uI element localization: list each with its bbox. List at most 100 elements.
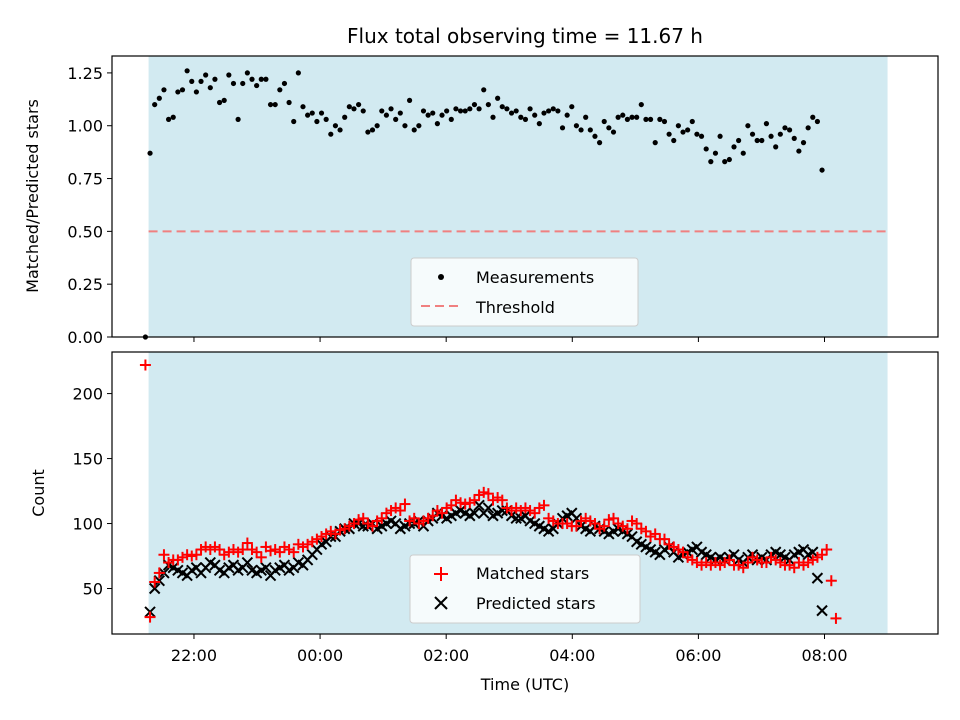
legend-measurements-marker [438,274,444,280]
measurement-point [787,127,793,133]
measurement-point [291,118,297,125]
measurement-point [281,80,288,87]
measurement-point [610,129,617,135]
measurement-point [768,133,774,139]
measurement-point [736,137,742,144]
measurement-point [346,104,352,110]
y-tick-label: 150 [72,450,103,469]
measurement-point [749,131,756,137]
measurement-point [495,95,501,101]
measurement-point [596,140,603,146]
measurement-point [754,137,760,144]
measurement-point [365,129,371,135]
measurement-point [351,106,357,112]
measurement-point [457,108,464,114]
measurement-point [425,112,431,118]
measurement-point [165,116,172,122]
measurement-point [643,116,649,122]
measurement-point [763,121,770,127]
measurement-point [481,87,487,93]
x-tick-label: 22:00 [171,646,217,665]
legend-matched-marker [434,567,448,581]
matched-point [153,567,165,579]
matched-point [830,612,842,624]
measurement-point [620,112,626,118]
measurement-point [583,114,589,120]
measurement-point [652,140,658,146]
x-tick-label: 02:00 [423,646,469,665]
measurement-point [300,104,306,110]
measurement-point [267,101,274,108]
y-tick-label: 100 [72,515,103,534]
measurement-point [745,123,751,129]
measurement-point [796,148,802,154]
measurement-point [508,110,515,116]
legend-measurements-label: Measurements [476,268,594,287]
measurement-point [759,137,765,144]
y-tick-label: 0.75 [67,170,103,189]
measurement-point [671,137,677,144]
legend-predicted-label: Predicted stars [476,594,596,613]
matched-point [621,523,633,535]
measurement-point [647,116,654,122]
top-plot-frame [111,55,939,338]
measurement-point [680,129,686,135]
measurement-point [393,116,399,122]
matched-point [598,520,610,532]
top-y-axis-label: Matched/Predicted stars [23,99,42,293]
measurement-point [318,110,325,116]
measurement-point [430,110,436,116]
matched-point [139,359,151,371]
measurement-point [406,97,413,103]
measurement-point [156,95,162,101]
measurement-point [624,116,630,122]
matched-point [288,546,300,558]
measurement-point [230,80,237,87]
measurement-point [462,108,468,114]
measurement-point [203,72,209,78]
measurement-point [184,68,190,74]
measurement-point [360,108,366,114]
measurement-point [244,70,250,76]
bottom-legend-box [409,554,641,624]
matched-point [241,537,253,549]
measurement-point [559,125,566,131]
predicted-point [153,575,166,587]
measurement-point [309,110,315,116]
measurement-point [277,87,283,93]
predicted-point [811,572,824,584]
measurement-point [226,72,232,78]
measurement-point [374,123,380,129]
measurement-point [541,110,547,116]
measurement-point [152,101,158,108]
top-legend-box [410,257,639,327]
measurement-point [198,78,204,84]
matched-point [825,575,837,587]
measurement-point [698,133,705,139]
measurement-point [235,116,241,122]
measurement-point [587,127,593,133]
measurement-point [402,123,408,129]
measurement-point [332,123,339,129]
measurement-point [518,114,524,120]
measurement-point [467,106,473,112]
matched-point [144,611,156,623]
y-tick-label: 50 [83,580,103,599]
bottom-legend: Matched stars Predicted stars [409,554,641,624]
matched-point [237,544,249,556]
x-tick-label: 00:00 [297,646,343,665]
measurement-point [661,118,668,125]
predicted-point [482,502,495,514]
measurement-point [369,127,376,133]
legend-matched-label: Matched stars [476,564,589,583]
measurement-point [420,108,427,114]
measurement-point [694,131,700,137]
measurement-point [773,144,779,150]
measurement-point [221,97,227,103]
predicted-point [816,604,828,617]
measurement-point [444,108,450,114]
measurement-point [328,131,334,137]
measurement-point [272,101,278,108]
measurement-point [448,116,454,122]
matched-point [394,505,406,517]
